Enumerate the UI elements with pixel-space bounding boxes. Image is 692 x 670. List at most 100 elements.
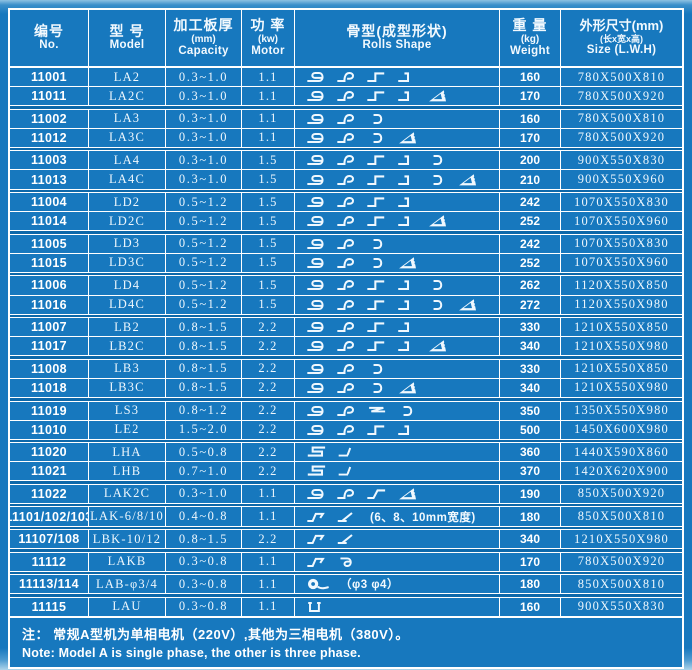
step-profile-icon [366,319,390,335]
capacity-cell: 0.5~1.2 [166,212,242,231]
no-cell: 11115 [10,597,89,616]
p-profile-icon [336,361,360,377]
motor-cell: 1.1 [242,128,295,147]
weight-cell: 200 [500,151,561,170]
s-profile-icon [306,319,330,335]
weight-cell: 330 [500,359,561,378]
capacity-cell: 0.3~1.0 [166,151,242,170]
table-row: 11010 LE2 1.5~2.0 2.2 500 1450X600X980 [10,419,682,439]
table-row: 11008 LB3 0.8~1.5 2.2 330 1210X550X850 [10,359,682,378]
weight-cell: 242 [500,234,561,253]
capacity-cell: 0.3~0.8 [166,597,242,616]
size-cell: 850X500X810 [577,576,666,591]
motor-cell: 1.5 [242,193,295,212]
table-row: 11015 LD3C 0.5~1.2 1.5 252 1070X550X960 [10,252,682,272]
table-row: 11002 LA3 0.3~1.0 1.1 160 780X500X810 [10,109,682,128]
rolls-shape-cell [295,170,500,189]
weight-cell: 272 [500,295,561,314]
weight-cell: 340 [500,337,561,356]
size-cell: 780X500X810 [577,69,666,84]
row-group: 11115 LAU 0.3~0.8 1.1 160 900X550X830 [10,596,682,616]
model-cell: LHB [89,462,166,481]
table-row: 11017 LB2C 0.8~1.5 2.2 340 1210X550X980 [10,336,682,356]
motor-cell: 2.2 [242,378,295,397]
p-profile-icon [336,194,360,210]
rolls-shape-cell [295,597,500,616]
weight-cell: 252 [500,212,561,231]
capacity-cell: 0.8~1.5 [166,359,242,378]
size-cell: 1350X550X980 [574,403,669,418]
p-profile-icon [336,152,360,168]
rolls-shape-cell [295,276,500,295]
weight-cell: 340 [500,530,561,549]
model-cell: LA2 [89,68,166,87]
capacity-cell: 0.5~0.8 [166,443,242,462]
tri-profile-icon [426,88,450,104]
motor-cell: 1.1 [242,109,295,128]
rolls-shape-cell [295,253,500,272]
rolls-shape-cell: (6、8、10mm宽度) [295,507,500,526]
c-profile-icon [366,361,390,377]
size-cell: 780X500X920 [577,130,666,145]
header-model: 型 号 Model [89,10,166,66]
size-cell: 900X550X960 [577,172,666,187]
p-profile-icon [336,255,360,271]
capacity-cell: 0.8~1.5 [166,337,242,356]
model-cell: LD3 [89,234,166,253]
c-profile-icon [426,152,450,168]
model-cell: LD2C [89,212,166,231]
corner-profile-icon [396,338,420,354]
size-cell: 1210X550X980 [574,338,669,353]
row-group: 11005 LD3 0.5~1.2 1.5 242 1070X550X830 11015 LD… [10,233,682,273]
p-profile-icon [336,213,360,229]
size-cell: 1070X550X830 [574,194,669,209]
motor-cell: 1.1 [242,552,295,571]
tri-profile-icon [396,486,420,502]
corner2-profile-icon [336,444,360,460]
table-row: 11019 LS3 0.8~1.2 2.2 350 1350X550X980 [10,401,682,420]
model-cell: LAU [89,597,166,616]
s-profile-icon [306,255,330,271]
header-model-en: Model [109,39,145,52]
no-cell: 11003 [10,151,89,170]
model-cell: LB3C [89,378,166,397]
size-cell: 1070X550X960 [574,255,669,270]
header-no-en: No. [39,39,59,52]
tri-profile-icon [456,297,480,313]
no-cell: 11008 [10,359,89,378]
table-row: 11018 LB3C 0.8~1.5 2.2 340 1210X550X980 [10,377,682,397]
capacity-cell: 0.3~1.0 [166,170,242,189]
p-profile-icon [336,319,360,335]
size-cell: 900X550X830 [577,152,666,167]
wire-profile-icon [306,576,330,592]
header-weight-unit: (kg) [520,33,540,45]
c-profile-icon [366,236,390,252]
no-cell: 11018 [10,378,89,397]
row-group: 11003 LA4 0.3~1.0 1.5 200 900X550X830 11013 LA4… [10,150,682,190]
s-profile-icon [306,380,330,396]
no-cell: 11013 [10,170,89,189]
size-cell: 1070X550X960 [574,213,669,228]
model-cell: LAK-6/8/10 [89,507,166,526]
corner-profile-icon [396,88,420,104]
weight-cell: 160 [500,109,561,128]
weight-cell: 170 [500,552,561,571]
capacity-cell: 0.4~0.8 [166,507,242,526]
stepz-profile-icon [306,554,330,570]
weight-cell: 190 [500,484,561,503]
capacity-cell: 0.5~1.2 [166,234,242,253]
p-profile-icon [336,88,360,104]
motor-cell: 1.5 [242,253,295,272]
table-row: 11005 LD3 0.5~1.2 1.5 242 1070X550X830 [10,234,682,253]
capacity-cell: 0.8~1.5 [166,530,242,549]
tri-profile-icon [456,172,480,188]
motor-cell: 1.1 [242,484,295,503]
uchannel-profile-icon [306,599,330,615]
row-group: 11107/108 LBK-10/12 0.8~1.5 2.2 340 1210X550X… [10,529,682,550]
size-cell: 780X500X920 [577,88,666,103]
table-row: 11014 LD2C 0.5~1.2 1.5 252 1070X550X960 [10,211,682,231]
row-group: 11113/114 LAB-φ3/4 0.3~0.8 1.1 （φ3 φ4） 180 850… [10,574,682,595]
p-profile-icon [336,130,360,146]
p-profile-icon [336,172,360,188]
corner-profile-icon [396,422,420,438]
